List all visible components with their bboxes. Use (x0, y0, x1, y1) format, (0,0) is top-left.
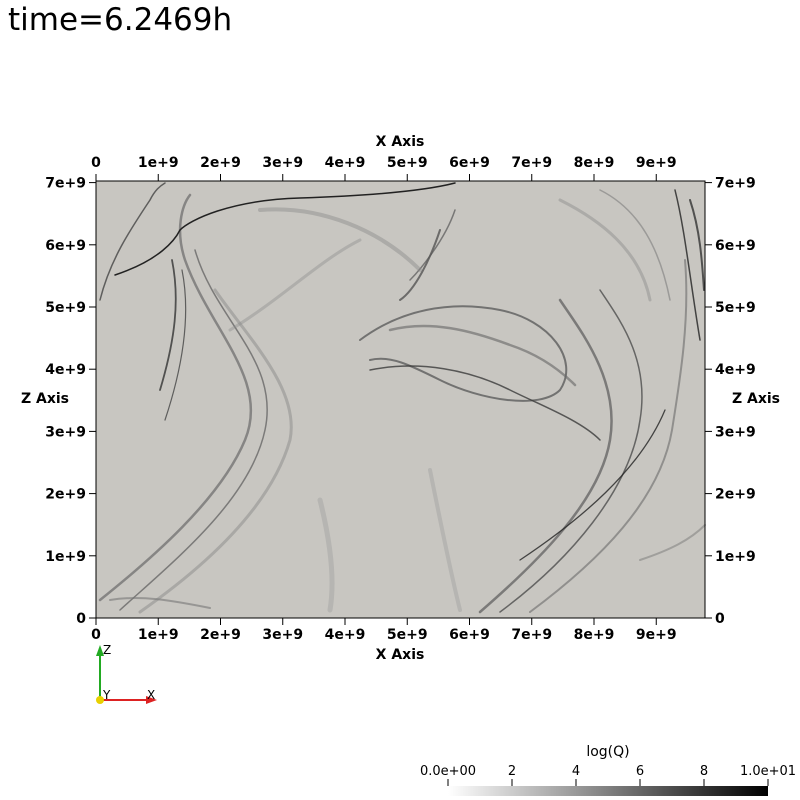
x-axis-title-top: X Axis (376, 134, 425, 150)
colorbar-tick-label: 1.0e+01 (740, 764, 796, 779)
z-axis-left: 0 1e+9 2e+9 3e+9 4e+9 5e+9 6e+9 7e+9 (45, 176, 96, 627)
x-tick-label: 4e+9 (325, 627, 366, 643)
z-tick-label: 0 (76, 611, 86, 627)
colorbar-tick-label: 0.0e+00 (420, 764, 476, 779)
colorbar-title: log(Q) (586, 744, 629, 760)
triad-x-label: X (147, 688, 155, 702)
z-tick-label: 0 (715, 611, 725, 627)
colorbar-tick-label: 2 (508, 764, 516, 779)
x-tick-label: 4e+9 (325, 155, 366, 171)
z-axis-title-right: Z Axis (732, 391, 780, 407)
x-tick-label: 5e+9 (387, 155, 428, 171)
z-tick-label: 7e+9 (715, 176, 756, 192)
z-tick-label: 5e+9 (715, 300, 756, 316)
z-tick-label: 4e+9 (45, 362, 86, 378)
simulation-field (96, 181, 706, 618)
x-tick-label: 1e+9 (138, 627, 179, 643)
z-tick-label: 3e+9 (715, 424, 756, 440)
x-tick-label: 3e+9 (262, 627, 303, 643)
x-tick-label: 1e+9 (138, 155, 179, 171)
x-tick-label: 8e+9 (574, 627, 615, 643)
colorbar-gradient (448, 786, 768, 796)
colorbar-tick-label: 8 (700, 764, 708, 779)
x-tick-label: 2e+9 (200, 155, 241, 171)
colorbar: log(Q) 0.0e+00 2 4 6 8 1.0e+01 (420, 744, 796, 796)
z-tick-label: 2e+9 (45, 487, 86, 503)
x-tick-label: 6e+9 (449, 627, 490, 643)
x-tick-label: 7e+9 (511, 627, 552, 643)
x-tick-label: 3e+9 (262, 155, 303, 171)
z-axis-right: 0 1e+9 2e+9 3e+9 4e+9 5e+9 6e+9 7e+9 (705, 176, 756, 627)
x-tick-label: 9e+9 (636, 627, 677, 643)
x-axis-bottom: 0 1e+9 2e+9 3e+9 4e+9 5e+9 6e+9 7e+9 8e+9 9e+9 (91, 618, 677, 643)
z-tick-label: 6e+9 (715, 238, 756, 254)
x-axis-title-bottom: X Axis (376, 647, 425, 663)
x-tick-label: 8e+9 (574, 155, 615, 171)
z-tick-label: 3e+9 (45, 424, 86, 440)
z-tick-label: 1e+9 (715, 549, 756, 565)
x-tick-label: 0 (91, 155, 101, 171)
x-tick-label: 7e+9 (511, 155, 552, 171)
z-tick-label: 1e+9 (45, 549, 86, 565)
triad-y-label: Y (102, 688, 111, 702)
orientation-triad: Z Y X (96, 643, 157, 704)
z-axis-title-left: Z Axis (21, 391, 69, 407)
z-tick-label: 4e+9 (715, 362, 756, 378)
x-tick-label: 6e+9 (449, 155, 490, 171)
x-tick-label: 2e+9 (200, 627, 241, 643)
x-tick-label: 9e+9 (636, 155, 677, 171)
x-tick-label: 0 (91, 627, 101, 643)
colorbar-ticks: 0.0e+00 2 4 6 8 1.0e+01 (420, 764, 796, 786)
x-axis-top: 0 1e+9 2e+9 3e+9 4e+9 5e+9 6e+9 7e+9 8e+9 9e+9 (91, 155, 677, 181)
colorbar-tick-label: 6 (636, 764, 644, 779)
x-tick-label: 5e+9 (387, 627, 428, 643)
z-tick-label: 6e+9 (45, 238, 86, 254)
colorbar-tick-label: 4 (572, 764, 580, 779)
z-tick-label: 5e+9 (45, 300, 86, 316)
time-label: time=6.2469h (8, 2, 233, 38)
z-tick-label: 2e+9 (715, 487, 756, 503)
triad-z-label: Z (103, 643, 111, 657)
plot-frame (95, 180, 706, 619)
z-tick-label: 7e+9 (45, 176, 86, 192)
